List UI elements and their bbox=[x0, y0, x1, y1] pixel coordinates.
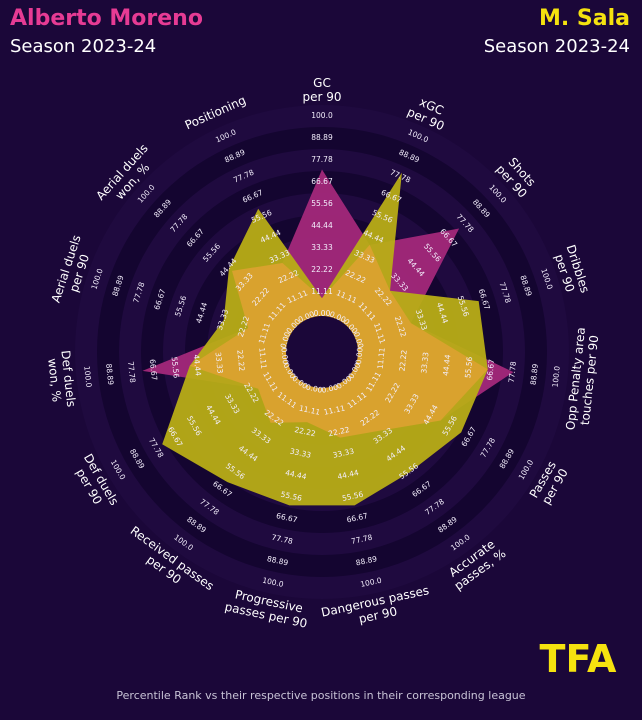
tick-label: 11.11 bbox=[311, 287, 333, 296]
tick-label: 88.89 bbox=[104, 363, 115, 386]
radar-hole bbox=[286, 316, 358, 388]
tick-label: 100.0 bbox=[551, 365, 562, 388]
tick-label: 66.67 bbox=[148, 359, 159, 382]
tick-label: 44.44 bbox=[311, 221, 333, 230]
tick-label: 55.56 bbox=[341, 490, 364, 503]
player1-name: Alberto Moreno bbox=[10, 6, 203, 31]
player2-name: M. Sala bbox=[539, 6, 630, 31]
tick-label: 11.11 bbox=[376, 347, 387, 370]
tick-label: 33.33 bbox=[289, 447, 312, 460]
tick-label: 44.44 bbox=[441, 354, 452, 377]
tick-label: 33.33 bbox=[332, 447, 355, 460]
tick-label: 77.78 bbox=[311, 155, 333, 164]
tick-label: 66.67 bbox=[311, 177, 333, 186]
category-label: GC per 90 bbox=[302, 76, 341, 104]
tick-label: 88.89 bbox=[529, 363, 540, 386]
tick-label: 77.78 bbox=[350, 533, 373, 546]
tick-label: 66.67 bbox=[346, 511, 369, 524]
tick-label: 22.22 bbox=[235, 349, 246, 372]
tick-label: 88.89 bbox=[355, 554, 378, 567]
tick-label: 100.0 bbox=[262, 576, 285, 589]
category-label: Opp Penalty areatouches per 90 bbox=[563, 327, 602, 433]
tick-label: 44.44 bbox=[192, 354, 203, 377]
tick-label: 11.11 bbox=[298, 404, 321, 417]
tick-label: 66.67 bbox=[275, 511, 298, 524]
tick-label: 22.22 bbox=[311, 265, 333, 274]
tick-label: 44.44 bbox=[337, 468, 360, 481]
tick-label: 0.00 bbox=[305, 383, 323, 395]
tick-label: 77.78 bbox=[271, 533, 294, 546]
tick-label: 100.0 bbox=[360, 576, 383, 589]
tick-label: 0.00 bbox=[321, 383, 339, 395]
tick-label: 0.00 bbox=[314, 309, 331, 318]
tick-label: 100.0 bbox=[82, 365, 93, 388]
tick-label: 100.0 bbox=[311, 111, 333, 120]
tfa-logo: TFA bbox=[540, 637, 618, 681]
tick-label: 77.78 bbox=[126, 361, 137, 384]
tick-label: 55.56 bbox=[280, 490, 303, 503]
footnote: Percentile Rank vs their respective posi… bbox=[116, 689, 526, 702]
tick-label: 88.89 bbox=[266, 554, 289, 567]
tick-label: 55.56 bbox=[463, 356, 474, 379]
tick-label: 22.22 bbox=[294, 425, 317, 438]
tick-label: 77.78 bbox=[507, 361, 518, 384]
tick-label: 88.89 bbox=[311, 133, 333, 142]
tick-label: 33.33 bbox=[419, 351, 430, 374]
player2-season: Season 2023-24 bbox=[483, 36, 630, 57]
tick-label: 22.22 bbox=[398, 349, 409, 372]
tick-label: 11.11 bbox=[323, 404, 346, 417]
tick-label: 55.56 bbox=[311, 199, 333, 208]
tick-label: 33.33 bbox=[213, 352, 224, 375]
tick-label: 66.67 bbox=[485, 358, 496, 381]
logo-text: TFA bbox=[540, 637, 618, 681]
player1-season: Season 2023-24 bbox=[10, 36, 157, 57]
tick-label: 33.33 bbox=[311, 243, 333, 252]
tick-label: 0.00 bbox=[279, 347, 290, 365]
category-label: Def duelswon, % bbox=[45, 350, 79, 409]
tick-label: 22.22 bbox=[327, 425, 350, 438]
tick-label: 11.11 bbox=[257, 347, 268, 370]
tick-label: 0.00 bbox=[354, 347, 365, 365]
tick-label: 55.56 bbox=[170, 356, 181, 379]
tick-label: 44.44 bbox=[284, 468, 307, 481]
